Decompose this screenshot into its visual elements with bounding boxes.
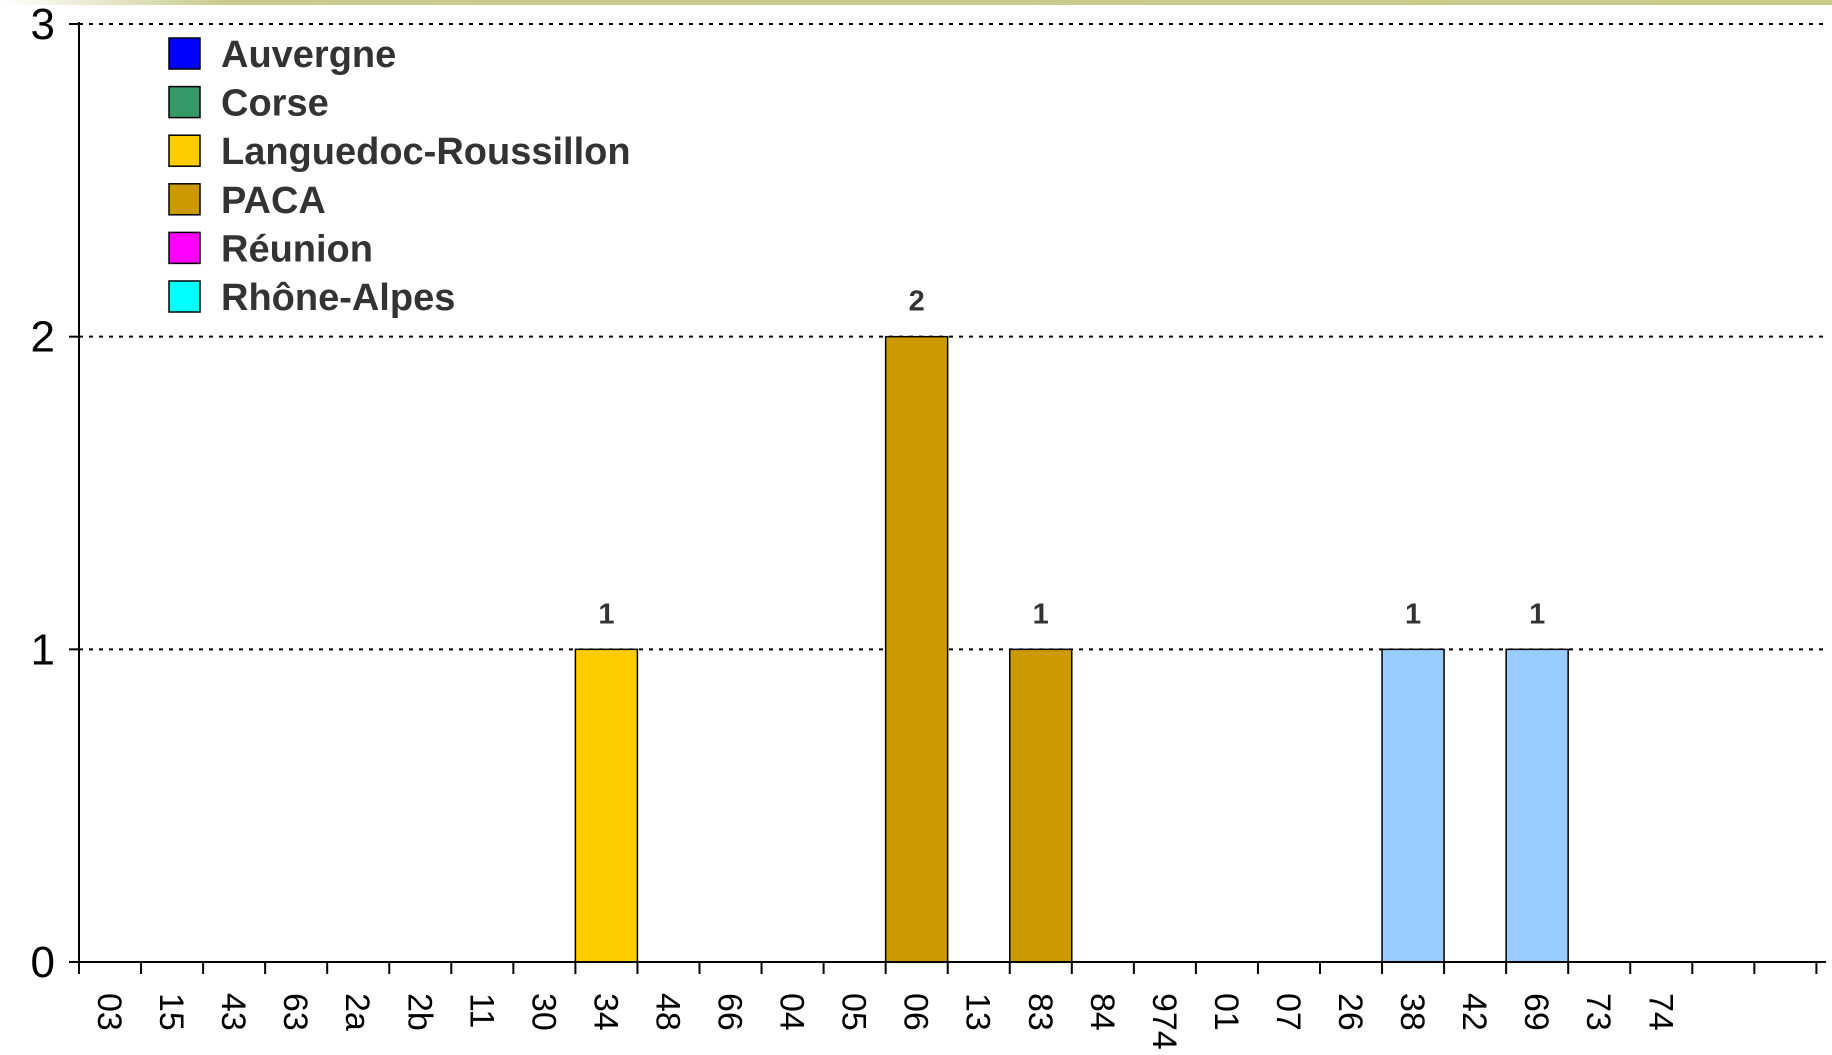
data-label-69: 1 <box>1529 598 1545 630</box>
xtick-label-11: 11 <box>462 993 500 1028</box>
xtick-label-73: 73 <box>1579 993 1617 1031</box>
xtick-label-974: 974 <box>1145 993 1183 1050</box>
data-label-83: 1 <box>1033 598 1049 630</box>
xtick-label-74: 74 <box>1641 993 1679 1031</box>
bar-69 <box>1505 648 1569 963</box>
bar-34 <box>574 648 639 963</box>
data-label-38: 1 <box>1405 598 1421 630</box>
xtick-label-03: 03 <box>90 993 128 1031</box>
legend-swatch-4 <box>168 231 201 265</box>
xtick-label-13: 13 <box>959 993 997 1031</box>
bars <box>574 335 1569 963</box>
xtick-label-04: 04 <box>773 993 811 1031</box>
xtick-label-43: 43 <box>214 993 252 1031</box>
xtick-label-66: 66 <box>711 993 749 1031</box>
xtick-label-84: 84 <box>1083 993 1121 1031</box>
xtick-label-05: 05 <box>835 993 873 1031</box>
legend-label-5: Rhône-Alpes <box>221 277 455 319</box>
legend-label-1: Corse <box>221 83 329 125</box>
legend-label-4: Réunion <box>221 228 373 270</box>
xtick-label-48: 48 <box>648 993 686 1031</box>
xtick-label-01: 01 <box>1207 993 1245 1031</box>
xtick-label-06: 06 <box>897 993 935 1031</box>
legend-swatch-5 <box>168 280 201 313</box>
xtick-label-26: 26 <box>1331 993 1369 1031</box>
legend-swatch-1 <box>168 85 201 119</box>
xtick-label-07: 07 <box>1269 993 1307 1031</box>
bar-83 <box>1009 648 1073 963</box>
data-labels: 1 2 1 1 1 <box>598 286 1545 631</box>
xtick-label-69: 69 <box>1517 993 1555 1031</box>
ytick-label-1: 1 <box>31 625 55 674</box>
legend-label-0: Auvergne <box>221 34 396 76</box>
bar-38 <box>1381 648 1445 963</box>
ytick-label-2: 2 <box>31 313 55 362</box>
data-label-34: 1 <box>598 598 614 630</box>
xtick-label-34: 34 <box>586 993 624 1031</box>
xtick-label-83: 83 <box>1021 993 1059 1031</box>
gridlines <box>79 23 1826 651</box>
xtick-label-63: 63 <box>276 993 314 1031</box>
xtick-label-2a: 2a <box>338 993 376 1031</box>
legend: Auvergne Corse Languedoc-Roussillon PACA Réu… <box>168 34 631 319</box>
xtick-label-2b: 2b <box>400 993 438 1031</box>
bar-06 <box>884 335 949 963</box>
xtick-label-38: 38 <box>1393 993 1431 1031</box>
legend-label-3: PACA <box>221 180 326 222</box>
ytick-label-3: 3 <box>31 0 55 49</box>
xtick-label-15: 15 <box>152 993 190 1031</box>
legend-swatch-2 <box>168 134 201 167</box>
ytick-label-0: 0 <box>31 938 55 987</box>
title-bar-strip <box>0 0 1832 5</box>
data-label-06: 2 <box>909 286 925 318</box>
legend-swatch-0 <box>168 37 201 70</box>
xtick-label-42: 42 <box>1455 993 1493 1031</box>
legend-swatch-3 <box>168 183 201 216</box>
legend-label-2: Languedoc-Roussillon <box>221 131 631 173</box>
xtick-label-30: 30 <box>524 993 562 1031</box>
